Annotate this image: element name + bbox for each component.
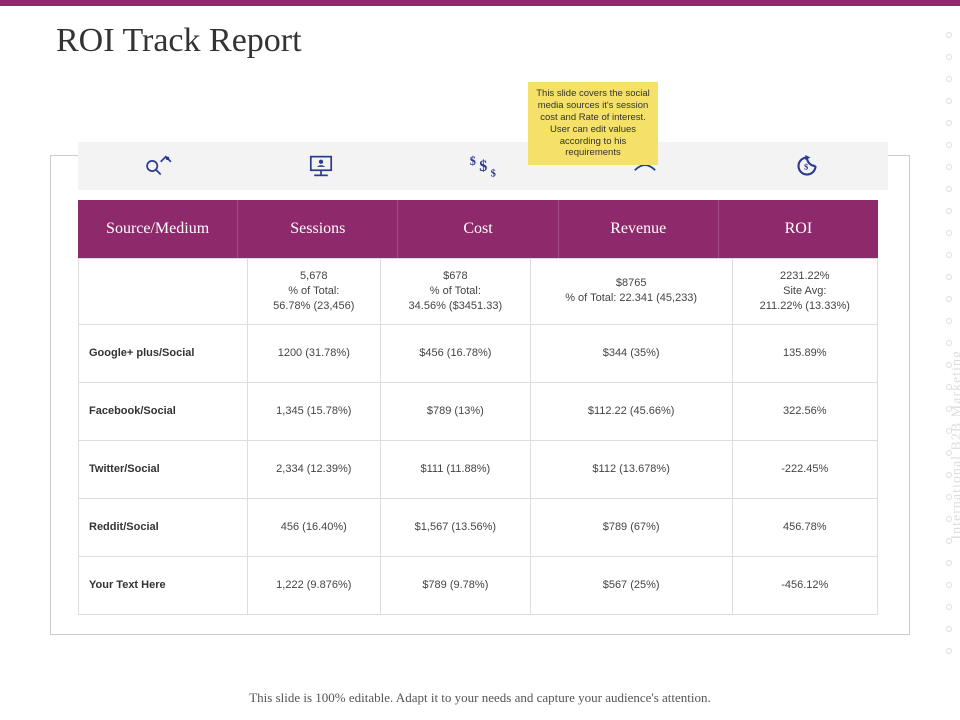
cell-revenue: $112 (13.678%) bbox=[530, 440, 732, 498]
cell-cost: $1,567 (13.56%) bbox=[380, 498, 530, 556]
summary-cost: $678 % of Total: 34.56% ($3451.33) bbox=[380, 259, 530, 325]
hdr-roi: ROI bbox=[719, 200, 878, 258]
summary-roi: 2231.22% Site Avg: 211.22% (13.33%) bbox=[732, 259, 877, 325]
cell-roi: 322.56% bbox=[732, 382, 877, 440]
cell-cost: $789 (13%) bbox=[380, 382, 530, 440]
cell-cost: $789 (9.78%) bbox=[380, 556, 530, 614]
cell-revenue: $789 (67%) bbox=[530, 498, 732, 556]
cell-revenue: $112.22 (45.66%) bbox=[530, 382, 732, 440]
footer-caption: This slide is 100% editable. Adapt it to… bbox=[0, 690, 960, 706]
cell-source: Facebook/Social bbox=[79, 382, 248, 440]
sessions-icon bbox=[240, 142, 402, 190]
table-row: Facebook/Social 1,345 (15.78%) $789 (13%… bbox=[79, 382, 878, 440]
cell-revenue: $344 (35%) bbox=[530, 324, 732, 382]
summary-sessions: 5,678 % of Total: 56.78% (23,456) bbox=[247, 259, 380, 325]
cell-cost: $111 (11.88%) bbox=[380, 440, 530, 498]
cell-source: Reddit/Social bbox=[79, 498, 248, 556]
summary-source bbox=[79, 259, 248, 325]
table-row: Your Text Here 1,222 (9.876%) $789 (9.78… bbox=[79, 556, 878, 614]
hdr-source: Source/Medium bbox=[78, 200, 238, 258]
table-row: Twitter/Social 2,334 (12.39%) $111 (11.8… bbox=[79, 440, 878, 498]
cell-sessions: 1,222 (9.876%) bbox=[247, 556, 380, 614]
cell-revenue: $567 (25%) bbox=[530, 556, 732, 614]
roi-table: 5,678 % of Total: 56.78% (23,456) $678 %… bbox=[78, 258, 878, 615]
cell-sessions: 2,334 (12.39%) bbox=[247, 440, 380, 498]
cell-sessions: 1,345 (15.78%) bbox=[247, 382, 380, 440]
cell-sessions: 456 (16.40%) bbox=[247, 498, 380, 556]
cell-roi: 135.89% bbox=[732, 324, 877, 382]
icon-row: $$$ $ $ bbox=[78, 142, 888, 190]
sticky-note: This slide covers the social media sourc… bbox=[528, 82, 658, 165]
svg-text:$: $ bbox=[491, 168, 496, 179]
table-header-row: Source/Medium Sessions Cost Revenue ROI bbox=[78, 200, 878, 258]
summary-row: 5,678 % of Total: 56.78% (23,456) $678 %… bbox=[79, 259, 878, 325]
hdr-cost: Cost bbox=[398, 200, 558, 258]
decorative-dots bbox=[944, 16, 954, 670]
cell-source: Your Text Here bbox=[79, 556, 248, 614]
cell-cost: $456 (16.78%) bbox=[380, 324, 530, 382]
cell-sessions: 1200 (31.78%) bbox=[247, 324, 380, 382]
page-title: ROI Track Report bbox=[0, 6, 960, 60]
svg-text:$: $ bbox=[479, 158, 487, 175]
table-row: Google+ plus/Social 1200 (31.78%) $456 (… bbox=[79, 324, 878, 382]
cell-roi: -456.12% bbox=[732, 556, 877, 614]
table-row: Reddit/Social 456 (16.40%) $1,567 (13.56… bbox=[79, 498, 878, 556]
cell-roi: 456.78% bbox=[732, 498, 877, 556]
cell-source: Google+ plus/Social bbox=[79, 324, 248, 382]
source-icon bbox=[78, 142, 240, 190]
hdr-revenue: Revenue bbox=[559, 200, 719, 258]
summary-revenue: $8765 % of Total: 22.341 (45,233) bbox=[530, 259, 732, 325]
cell-roi: -222.45% bbox=[732, 440, 877, 498]
hdr-sessions: Sessions bbox=[238, 200, 398, 258]
roi-icon: $ bbox=[726, 142, 888, 190]
cell-source: Twitter/Social bbox=[79, 440, 248, 498]
svg-text:$: $ bbox=[470, 154, 476, 168]
